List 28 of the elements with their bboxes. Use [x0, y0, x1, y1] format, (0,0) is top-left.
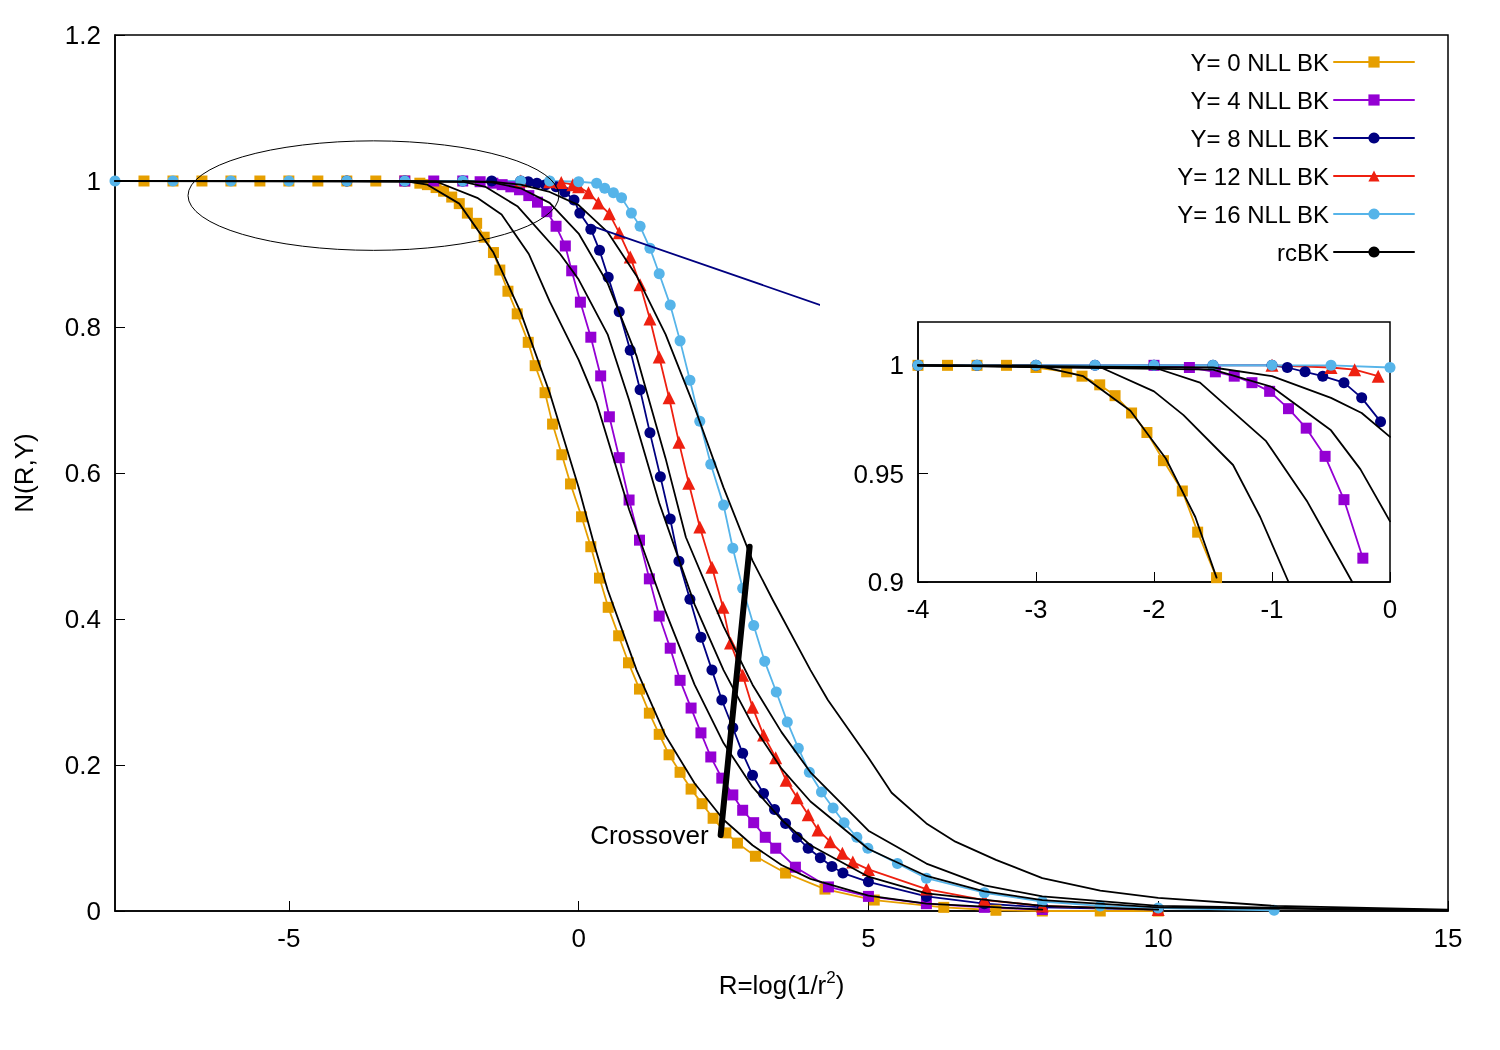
- legend-label: Y= 16 NLL BK: [1177, 200, 1329, 228]
- y-tick-label: 1.2: [64, 20, 101, 50]
- y-tick-label: 0: [86, 896, 101, 926]
- y-tick-label: 0.9: [867, 567, 904, 597]
- x-tick-label: 0: [1382, 594, 1398, 624]
- x-tick-label: -2: [1142, 594, 1166, 624]
- x-tick-label: -5: [277, 923, 301, 953]
- legend-label: rcBK: [1276, 238, 1329, 266]
- y-tick-label: 0.8: [64, 312, 101, 342]
- legend-label: Y= 8 NLL BK: [1190, 124, 1329, 152]
- y-tick-label: 0.6: [64, 458, 101, 488]
- annotation: Crossover: [590, 820, 709, 851]
- legend-label: Y= 12 NLL BK: [1177, 162, 1329, 190]
- x-tick-label: 0: [571, 923, 586, 953]
- x-tick-label: 15: [1433, 923, 1463, 953]
- legend-label: Y= 4 NLL BK: [1190, 86, 1329, 114]
- x-tick-label: -1: [1260, 594, 1284, 624]
- y-tick-label: 0.4: [64, 604, 101, 634]
- y-tick-label: 1: [889, 350, 904, 381]
- x-tick-label: 5: [861, 923, 876, 953]
- x-tick-label: 10: [1143, 923, 1173, 953]
- y-tick-label: 1: [86, 166, 101, 196]
- x-tick-label: -4: [906, 594, 930, 624]
- legend-label: Y= 0 NLL BK: [1190, 48, 1329, 76]
- y-tick-label: 0.2: [64, 750, 101, 780]
- y-axis-title: N(R,Y): [9, 433, 39, 513]
- y-tick-label: 0.95: [853, 458, 904, 489]
- x-tick-label: -3: [1024, 594, 1048, 624]
